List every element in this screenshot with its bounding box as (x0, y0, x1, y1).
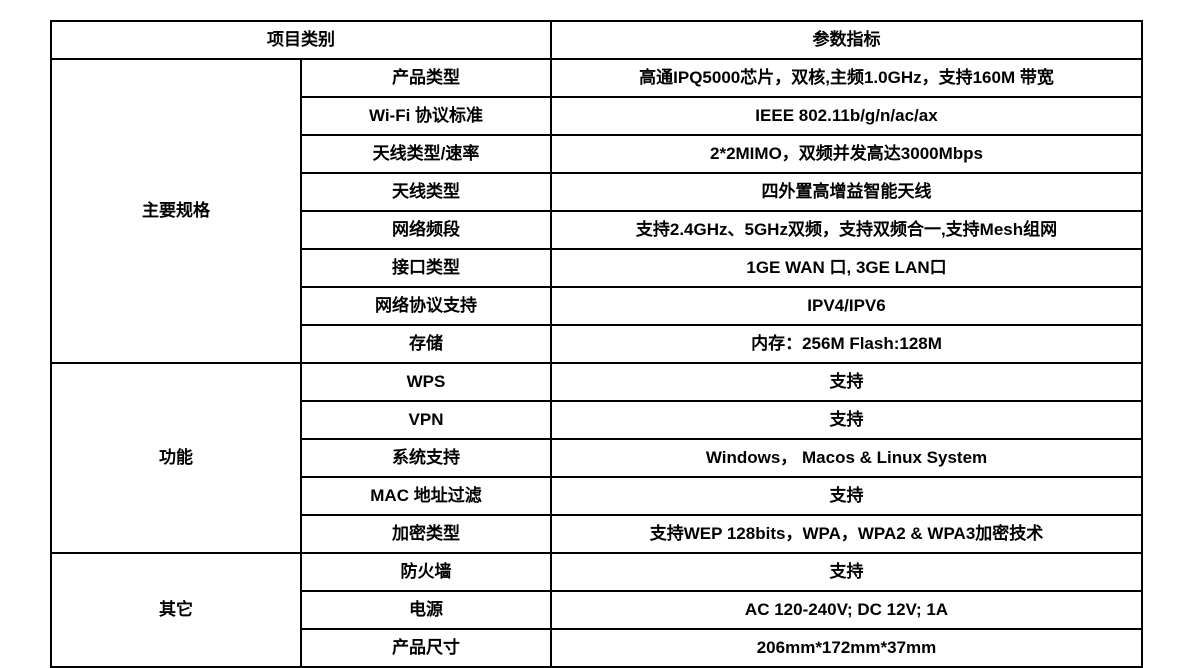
row-value: 四外置高增益智能天线 (551, 173, 1142, 211)
table-header-row: 项目类别 参数指标 (51, 21, 1142, 59)
row-value: AC 120-240V; DC 12V; 1A (551, 591, 1142, 629)
row-label: VPN (301, 401, 551, 439)
row-label: 产品类型 (301, 59, 551, 97)
row-value: 支持 (551, 477, 1142, 515)
group-label: 主要规格 (51, 59, 301, 363)
row-label: 天线类型/速率 (301, 135, 551, 173)
row-value: 支持 (551, 553, 1142, 591)
row-value: 1GE WAN 口, 3GE LAN口 (551, 249, 1142, 287)
row-label: MAC 地址过滤 (301, 477, 551, 515)
row-value: 支持 (551, 363, 1142, 401)
row-value: 支持 (551, 401, 1142, 439)
row-value: 内存：256M Flash:128M (551, 325, 1142, 363)
row-label: 电源 (301, 591, 551, 629)
header-category: 项目类别 (51, 21, 551, 59)
page: 项目类别 参数指标 主要规格 产品类型 高通IPQ5000芯片，双核,主频1.0… (0, 0, 1193, 636)
row-label: 接口类型 (301, 249, 551, 287)
row-label: WPS (301, 363, 551, 401)
row-value: 2*2MIMO，双频并发高达3000Mbps (551, 135, 1142, 173)
table-row: 功能 WPS 支持 (51, 363, 1142, 401)
row-label: 加密类型 (301, 515, 551, 553)
row-label: 天线类型 (301, 173, 551, 211)
row-value: 高通IPQ5000芯片，双核,主频1.0GHz，支持160M 带宽 (551, 59, 1142, 97)
row-value: 支持2.4GHz、5GHz双频，支持双频合一,支持Mesh组网 (551, 211, 1142, 249)
row-label: 存储 (301, 325, 551, 363)
row-value: 支持WEP 128bits，WPA，WPA2 & WPA3加密技术 (551, 515, 1142, 553)
row-value: IPV4/IPV6 (551, 287, 1142, 325)
table-row: 主要规格 产品类型 高通IPQ5000芯片，双核,主频1.0GHz，支持160M… (51, 59, 1142, 97)
group-label: 其它 (51, 553, 301, 667)
row-label: 产品尺寸 (301, 629, 551, 667)
row-label: 网络频段 (301, 211, 551, 249)
row-label: 网络协议支持 (301, 287, 551, 325)
row-value: Windows， Macos & Linux System (551, 439, 1142, 477)
row-value: IEEE 802.11b/g/n/ac/ax (551, 97, 1142, 135)
row-label: 系统支持 (301, 439, 551, 477)
row-label: Wi-Fi 协议标准 (301, 97, 551, 135)
spec-table: 项目类别 参数指标 主要规格 产品类型 高通IPQ5000芯片，双核,主频1.0… (50, 20, 1143, 668)
group-label: 功能 (51, 363, 301, 553)
table-row: 其它 防火墙 支持 (51, 553, 1142, 591)
row-value: 206mm*172mm*37mm (551, 629, 1142, 667)
row-label: 防火墙 (301, 553, 551, 591)
header-param: 参数指标 (551, 21, 1142, 59)
